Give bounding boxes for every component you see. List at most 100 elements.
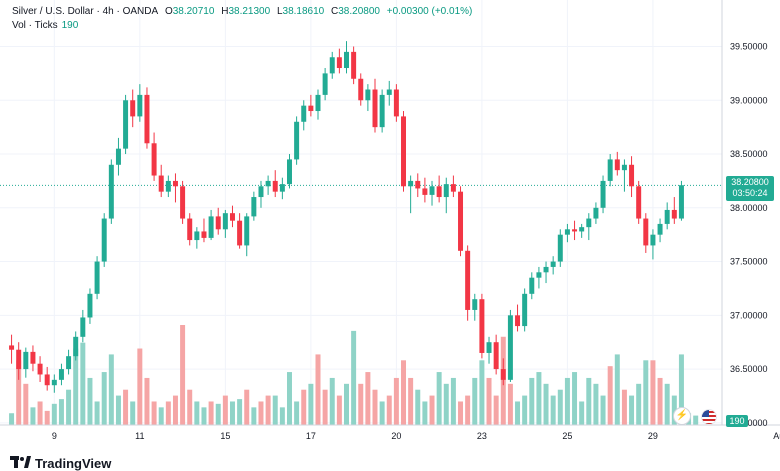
symbol-header[interactable]: Silver / U.S. Dollar · 4h · OANDA O 38.20…: [12, 6, 476, 17]
volume-bar: [450, 377, 456, 425]
volume-label: Vol · Ticks: [12, 20, 58, 31]
time-axis[interactable]: 911151720232529Aug571013: [52, 431, 780, 441]
low-value: 38.18610: [282, 6, 325, 17]
candle-body: [593, 207, 599, 219]
candle-body: [187, 218, 193, 241]
volume-bar: [329, 377, 335, 425]
candle-body: [543, 266, 549, 273]
volume-bar: [422, 401, 428, 425]
time-axis-label: 20: [391, 431, 401, 441]
volume-bar: [614, 354, 620, 425]
volume-bar: [600, 395, 606, 425]
volume-bar: [30, 407, 36, 425]
lightning-icon[interactable]: ⚡: [673, 407, 691, 425]
close-value: 38.20800: [338, 6, 380, 17]
candle-body: [436, 186, 442, 198]
volume-bar: [87, 377, 93, 425]
volume-bar: [572, 372, 578, 425]
us-flag-icon[interactable]: [701, 409, 717, 425]
candle-body: [429, 186, 435, 195]
candle-body: [344, 51, 349, 69]
candle-body: [208, 216, 214, 238]
candle-body: [579, 227, 585, 232]
candle-body: [51, 379, 57, 386]
price-axis-label: 37.00000: [730, 310, 768, 320]
candle-body: [94, 261, 100, 294]
volume-bar: [408, 377, 414, 425]
candle-body: [16, 349, 22, 370]
candle-body: [629, 164, 635, 187]
candle-body: [515, 315, 521, 327]
volume-bar: [222, 395, 228, 425]
candle-body: [472, 299, 478, 310]
volume-bar: [629, 395, 635, 425]
candle-body: [286, 159, 292, 185]
volume-bar: [415, 389, 421, 425]
volume-bar: [44, 410, 50, 425]
time-axis-label: Aug: [773, 431, 780, 441]
volume-bar: [522, 395, 528, 425]
volume-bar: [180, 325, 186, 425]
candle-body: [222, 213, 228, 230]
current-price-tag: 38.20800 03:50:24: [726, 176, 774, 201]
candle-body: [600, 180, 606, 208]
open-label: O: [164, 6, 173, 17]
volume-bar: [393, 377, 399, 425]
volume-bar: [251, 407, 257, 425]
candle-body: [215, 216, 221, 230]
price-axis[interactable]: 39.50000 39.00000 38.50000 38.00000 37.50000…: [730, 42, 768, 428]
volume-bar: [208, 401, 214, 425]
price-axis-label: 36.00000: [730, 418, 768, 428]
volume-bar: [130, 401, 136, 425]
volume-bar: [678, 354, 684, 425]
candle-body: [450, 184, 456, 192]
volume-bar: [137, 348, 143, 425]
candle-body: [115, 148, 121, 165]
candle-body: [244, 216, 250, 246]
candle-body: [80, 317, 86, 337]
volume-bar: [607, 366, 613, 425]
candle-body: [479, 299, 485, 353]
volume-bar: [201, 407, 207, 425]
candle-body: [58, 369, 64, 380]
candle-body: [315, 94, 321, 112]
change-value: +0.00300 (+0.01%): [386, 6, 473, 17]
volume-bar: [23, 383, 29, 425]
volume-bar: [258, 401, 264, 425]
volume-bar: [401, 360, 407, 425]
candle-body: [87, 293, 93, 318]
volume-bar: [108, 354, 114, 425]
tradingview-logo[interactable]: TradingView: [10, 456, 111, 471]
volume-bar: [301, 389, 307, 425]
volume-legend[interactable]: Vol · Ticks 190: [12, 20, 78, 31]
candle-body: [329, 57, 335, 74]
volume-bar: [308, 383, 314, 425]
symbol-title[interactable]: Silver / U.S. Dollar · 4h · OANDA: [12, 6, 159, 17]
candle-body: [130, 100, 136, 117]
volume-bar: [16, 360, 22, 425]
price-axis-label: 39.50000: [730, 42, 768, 52]
price-axis-label: 38.00000: [730, 203, 768, 213]
volume-bar: [229, 401, 235, 425]
price-axis-label: 38.50000: [730, 149, 768, 159]
volume-bar: [66, 389, 72, 425]
volume-bar: [579, 401, 585, 425]
volume-bar: [621, 389, 627, 425]
volume-bar: [465, 395, 471, 425]
candle-body: [408, 180, 414, 187]
candle-body: [586, 218, 592, 228]
volume-bar: [550, 395, 556, 425]
candle-body: [372, 89, 378, 128]
volume-bar: [286, 372, 292, 425]
volume-bar: [586, 377, 592, 425]
volume-bar: [336, 395, 342, 425]
bar-countdown: 03:50:24: [732, 188, 768, 198]
volume-bar: [443, 383, 449, 425]
candle-body: [108, 164, 114, 219]
price-axis-label: 37.50000: [730, 257, 768, 267]
volume-bar: [194, 401, 200, 425]
volume-bar: [515, 401, 521, 425]
high-value: 38.21300: [228, 6, 271, 17]
volume-bar: [657, 377, 663, 425]
